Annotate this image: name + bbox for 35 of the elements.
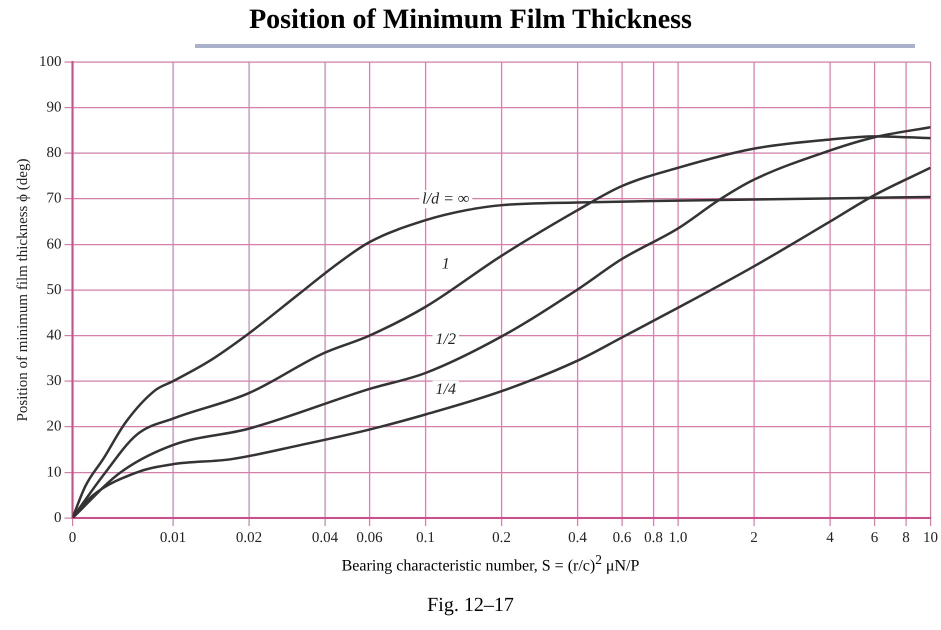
x-tick-label: 0.6 — [612, 530, 632, 546]
y-axis-title: Position of minimum film thickness ϕ (deg) — [14, 158, 31, 422]
x-tick-label: 8 — [902, 530, 910, 546]
x-tick-label: 0.02 — [236, 530, 262, 546]
x-tick-label: 0.2 — [492, 530, 511, 546]
x-tick-label: 0.8 — [644, 530, 663, 546]
caption: Fig. 12–17 — [426, 594, 515, 617]
x-tick-label: 4 — [826, 530, 834, 546]
x-tick-label: 0 — [68, 530, 76, 546]
chart-title: Position of Minimum Film Thickness — [248, 4, 693, 36]
x-tick-label: 0.06 — [356, 530, 384, 546]
y-tick-label: 30 — [46, 373, 62, 390]
x-tick-label: 2 — [750, 530, 758, 546]
y-tick-label: 10 — [46, 464, 62, 480]
y-tick-label: 0 — [54, 510, 62, 526]
y-tick-label: 40 — [46, 328, 62, 344]
x-tick-label: 0.04 — [312, 530, 339, 546]
x-tick-label: 1.0 — [668, 530, 688, 546]
x-tick-label: 0.01 — [160, 530, 186, 546]
y-tick-label: 50 — [46, 282, 62, 298]
x-tick-label: 6 — [870, 530, 879, 546]
series-label: 1 — [442, 256, 450, 273]
y-tick-label: 90 — [46, 100, 62, 116]
y-tick-label: 100 — [39, 54, 62, 70]
y-tick-label: 20 — [46, 418, 62, 435]
x-tick-label: 0.4 — [568, 530, 588, 546]
series-label: l/d = ∞ — [422, 190, 470, 208]
series-label: 1/4 — [436, 380, 456, 398]
y-tick-label: 80 — [46, 145, 62, 162]
y-tick-label: 70 — [46, 190, 62, 207]
series-label: 1/2 — [436, 331, 456, 348]
x-tick-label: 0.1 — [416, 530, 435, 546]
x-axis-title: Bearing characteristic number, S = (r/c)$^{2}$ μN/P — [340, 552, 640, 576]
y-tick-label: 60 — [46, 236, 62, 252]
x-tick-label: 10 — [923, 530, 938, 546]
